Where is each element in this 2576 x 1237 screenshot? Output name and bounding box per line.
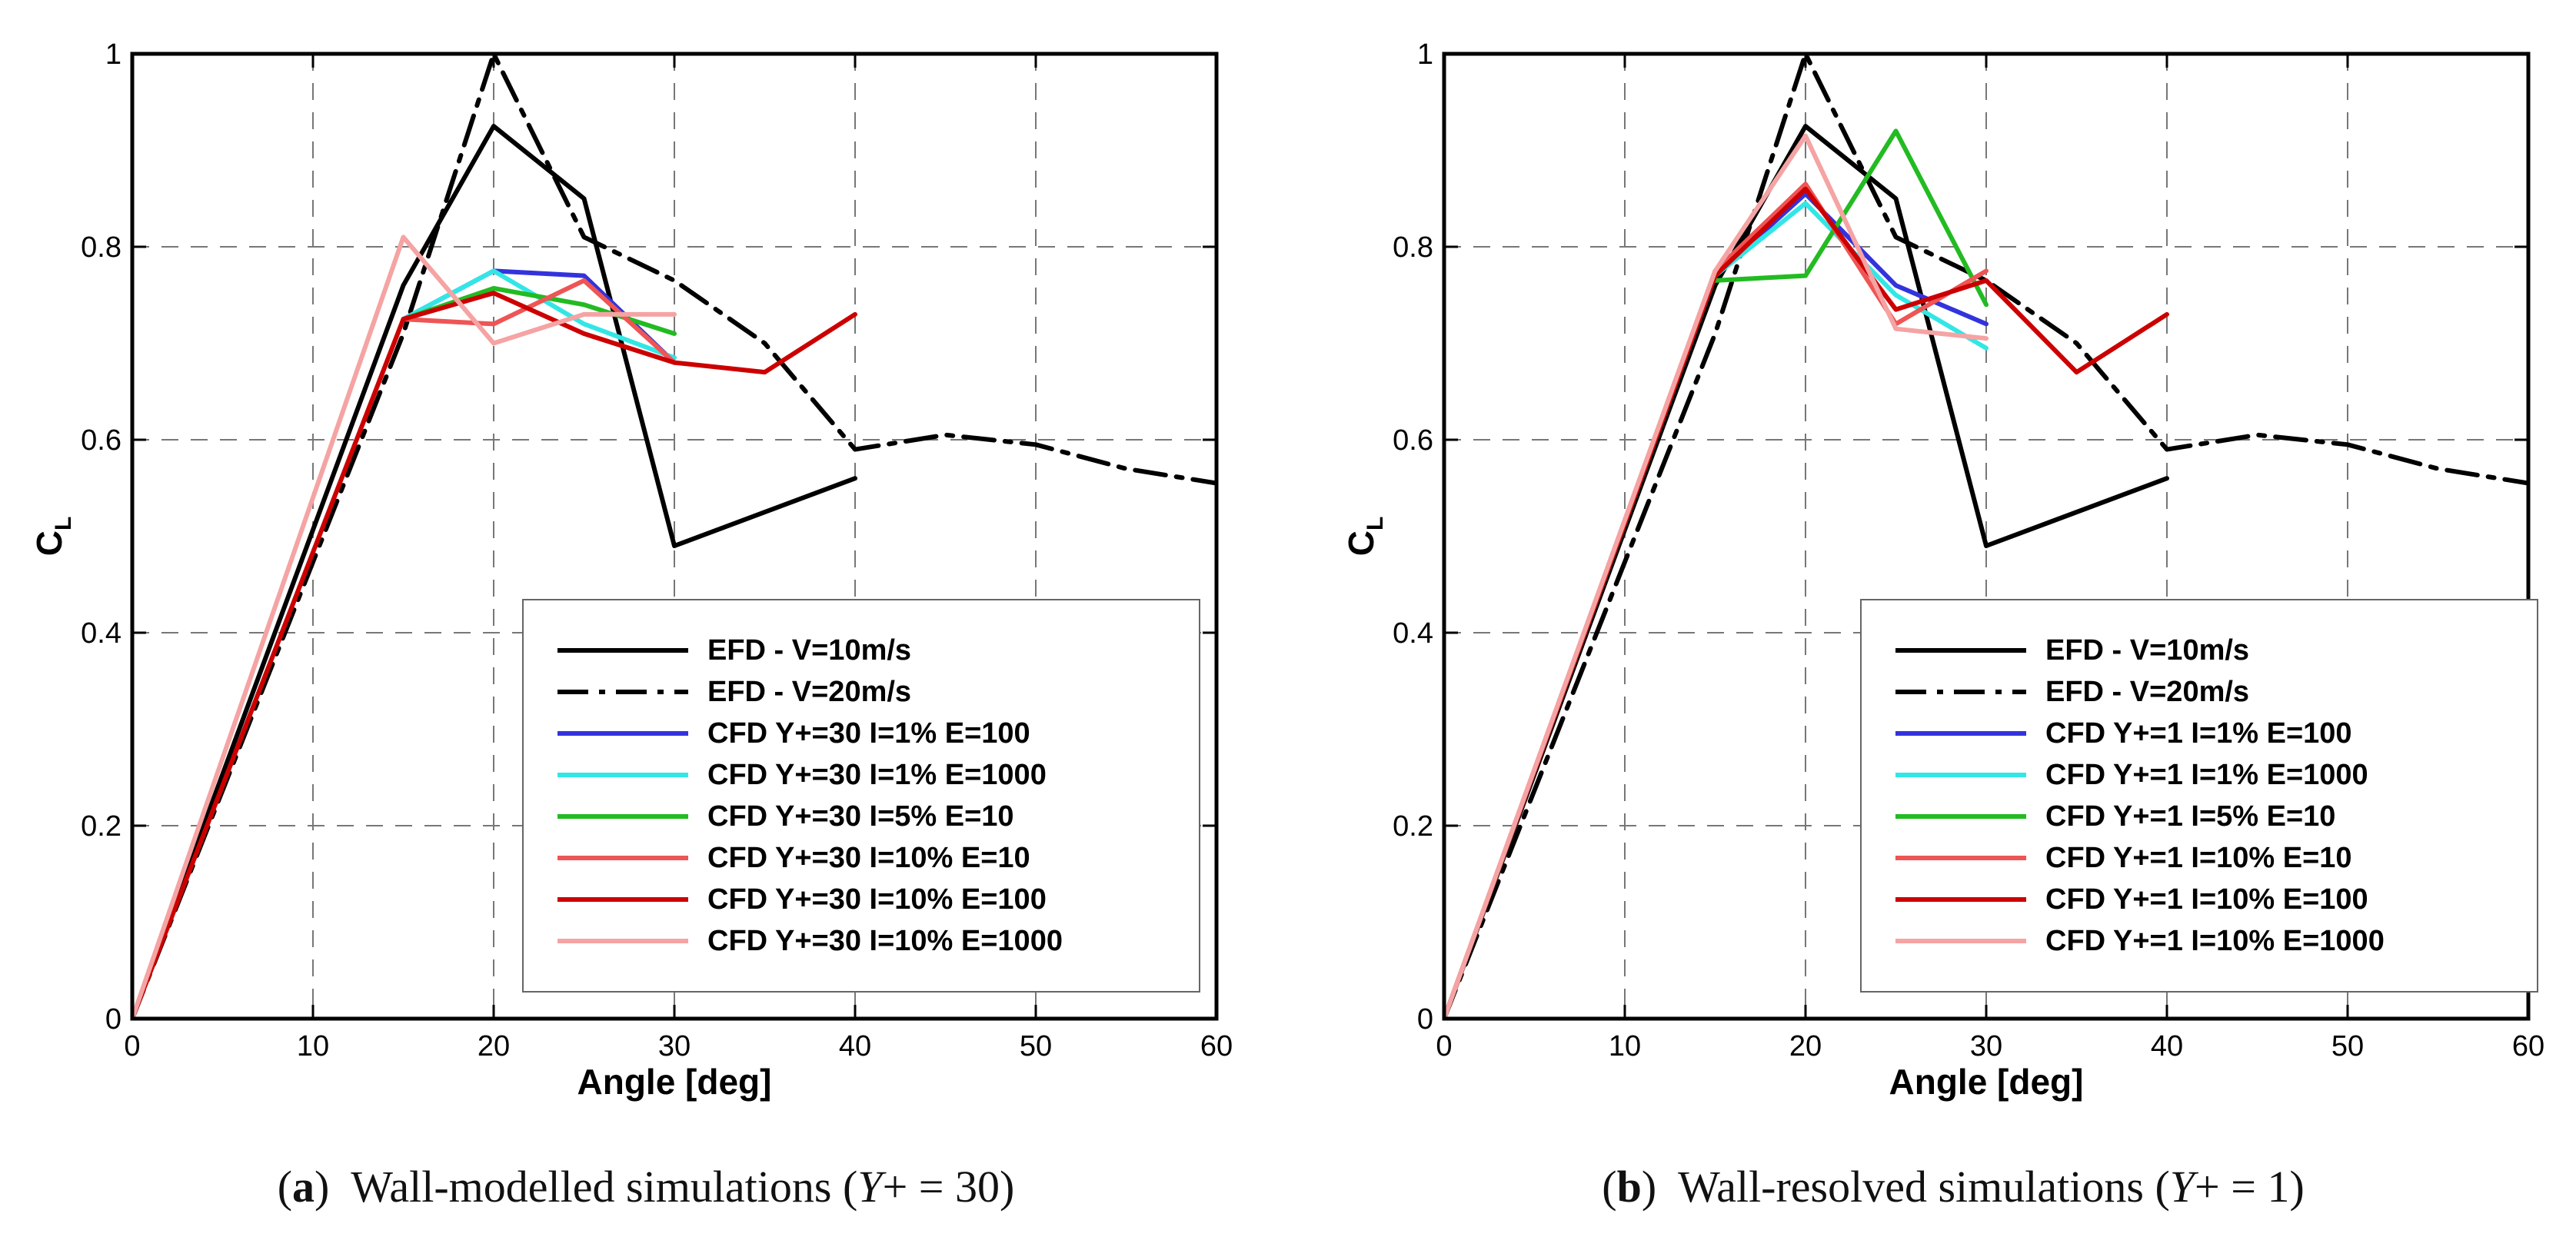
y-axis-label-sub: L (1363, 517, 1388, 530)
series-line (1444, 54, 2528, 1019)
x-tick-label: 40 (839, 1030, 871, 1062)
x-tick-label: 30 (658, 1030, 691, 1062)
caption-b-label: b (1616, 1162, 1642, 1212)
y-axis-label-sub: L (51, 517, 76, 530)
legend-label: CFD Y+=1 I=10% E=100 (2045, 883, 2368, 916)
y-tick-label: 0.4 (81, 617, 121, 650)
legend-box (522, 599, 1200, 993)
series-group (132, 54, 1216, 1019)
series-line (1444, 133, 1989, 1019)
series-line (132, 54, 1216, 1019)
x-tick-label: 0 (124, 1030, 140, 1062)
y-tick-label: 0.2 (81, 810, 121, 843)
legend-label: CFD Y+=30 I=10% E=100 (707, 883, 1047, 916)
legend-label: CFD Y+=1 I=1% E=1000 (2045, 759, 2368, 791)
caption-b-var: Y (2169, 1162, 2195, 1212)
y-tick-label: 0.4 (1393, 617, 1433, 650)
legend-label: CFD Y+=1 I=5% E=10 (2045, 800, 2335, 833)
y-tick-label: 0 (105, 1003, 121, 1036)
legend-label: CFD Y+=30 I=10% E=1000 (707, 925, 1063, 957)
legend-label: CFD Y+=30 I=10% E=10 (707, 842, 1030, 874)
y-axis-label-main: C (29, 530, 69, 556)
legend: EFD - V=10m/s EFD - V=20m/s CFD Y+=1 I=1% … (1860, 599, 2538, 993)
legend: EFD - V=10m/s EFD - V=20m/s CFD Y+=30 I=1%… (522, 599, 1200, 993)
x-tick-label: 60 (1200, 1030, 1233, 1062)
y-tick-label: 0 (1417, 1003, 1433, 1036)
caption-a-var: Y (857, 1162, 883, 1212)
caption-a-rest: + = 30) (882, 1162, 1015, 1212)
legend-label: CFD Y+=1 I=10% E=1000 (2045, 925, 2385, 957)
x-tick-label: 50 (1020, 1030, 1052, 1062)
plot-frame (130, 52, 1219, 1021)
series-group (1444, 54, 2528, 1019)
caption-b-text: Wall-resolved simulations ( (1678, 1162, 2170, 1212)
legend-label: CFD Y+=1 I=10% E=10 (2045, 842, 2352, 874)
legend-label: CFD Y+=30 I=1% E=1000 (707, 759, 1047, 791)
y-tick-label: 0.6 (81, 424, 121, 457)
caption-a-label: a (292, 1162, 315, 1212)
x-axis-label: Angle [deg] (577, 1062, 772, 1102)
x-tick-label: 20 (478, 1030, 510, 1062)
chart-panel-b: 0 10 20 30 40 50 60 0 0.2 0.4 0.6 0.8 1 Angle [deg] CL… (1341, 38, 2544, 1102)
legend-label: EFD - V=20m/s (2045, 676, 2249, 708)
legend-label: EFD - V=10m/s (2045, 634, 2249, 667)
caption-a: (a) Wall-modelled simulations (Y+ = 30) (277, 1162, 1015, 1212)
x-tick-label: 50 (2331, 1030, 2364, 1062)
y-tick-label: 0.2 (1393, 810, 1433, 843)
caption-b: (b) Wall-resolved simulations (Y+ = 1) (1602, 1162, 2305, 1212)
legend-label: EFD - V=10m/s (707, 634, 911, 667)
chart-panel-a: 0 10 20 30 40 50 60 0 0.2 0.4 0.6 0.8 1 Angle [deg] CL… (29, 38, 1233, 1102)
series-line (401, 278, 677, 365)
series-line (1444, 124, 2169, 1019)
x-tick-label: 10 (297, 1030, 329, 1062)
y-tick-label: 0.8 (81, 231, 121, 264)
y-axis-label: CL (29, 517, 76, 557)
x-tick-label: 30 (1970, 1030, 2002, 1062)
y-tick-label: 1 (1417, 38, 1433, 71)
legend-label: CFD Y+=30 I=1% E=100 (707, 717, 1030, 750)
series-line (132, 234, 677, 1019)
y-tick-label: 1 (105, 38, 121, 71)
y-axis-label-main: C (1341, 530, 1381, 556)
y-tick-label: 0.8 (1393, 231, 1433, 264)
y-tick-label: 0.6 (1393, 424, 1433, 457)
legend-label: CFD Y+=1 I=1% E=100 (2045, 717, 2352, 750)
x-tick-label: 10 (1609, 1030, 1641, 1062)
x-tick-label: 40 (2151, 1030, 2183, 1062)
x-axis-label: Angle [deg] (1889, 1062, 2084, 1102)
legend-box (1860, 599, 2538, 993)
legend-label: CFD Y+=30 I=5% E=10 (707, 800, 1014, 833)
x-tick-label: 0 (1436, 1030, 1452, 1062)
caption-a-text: Wall-modelled simulations ( (351, 1162, 858, 1212)
legend-label: EFD - V=20m/s (707, 676, 911, 708)
x-tick-label: 20 (1789, 1030, 1822, 1062)
x-tick-label: 60 (2512, 1030, 2544, 1062)
series-line (132, 291, 857, 1019)
plot-frame (1442, 52, 2531, 1021)
series-line (1712, 128, 1989, 308)
series-line (132, 124, 857, 1019)
caption-b-rest: + = 1) (2195, 1162, 2305, 1212)
y-axis-label: CL (1341, 517, 1388, 557)
